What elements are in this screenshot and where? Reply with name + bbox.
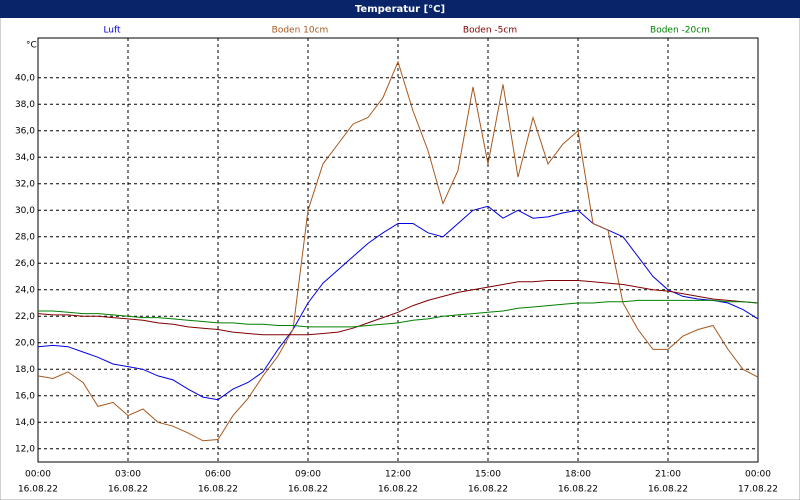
legend-label: Boden -5cm: [463, 26, 517, 36]
x-tick-label: 18:00: [565, 470, 591, 480]
y-tick-label: 20,0: [15, 338, 35, 348]
title-bar: [0, 0, 800, 18]
y-tick-label: 18,0: [15, 365, 35, 375]
y-tick-label: 38,0: [15, 100, 35, 110]
x-tick-date: 16.08.22: [648, 485, 688, 495]
y-tick-label: 24,0: [15, 285, 35, 295]
x-tick-date: 16.08.22: [288, 485, 328, 495]
x-tick-date: 16.08.22: [558, 485, 598, 495]
chart-title: Temperatur [°C]: [355, 4, 445, 15]
y-tick-label: 40,0: [15, 73, 35, 83]
x-tick-label: 06:00: [205, 470, 231, 480]
x-tick-date: 16.08.22: [108, 485, 148, 495]
x-tick-label: 21:00: [655, 470, 681, 480]
x-tick-date: 16.08.22: [378, 485, 418, 495]
x-tick-date: 16.08.22: [18, 485, 58, 495]
series-line: [37, 280, 759, 336]
y-tick-label: 32,0: [15, 179, 35, 189]
y-tick-label: 28,0: [15, 232, 35, 242]
y-tick-label: 36,0: [15, 126, 35, 136]
x-tick-label: 03:00: [115, 470, 141, 480]
x-tick-date: 16.08.22: [468, 485, 508, 495]
series-line: [37, 205, 759, 401]
y-tick-label: 30,0: [15, 206, 35, 216]
x-tick-label: 12:00: [385, 470, 411, 480]
y-tick-label: 16,0: [15, 391, 35, 401]
y-tick-label: 12,0: [15, 444, 35, 454]
x-tick-label: 00:00: [745, 470, 771, 480]
y-tick-label: 14,0: [15, 418, 35, 428]
x-tick-date: 16.08.22: [198, 485, 238, 495]
y-unit: °C: [26, 41, 37, 51]
x-tick-date: 17.08.22: [738, 485, 778, 495]
legend-label: Boden -20cm: [650, 26, 710, 36]
x-tick-label: 15:00: [475, 470, 501, 480]
x-tick-label: 00:00: [25, 470, 51, 480]
legend-label: Luft: [103, 26, 121, 36]
series-line: [37, 60, 759, 442]
y-tick-label: 34,0: [15, 153, 35, 163]
y-tick-label: 26,0: [15, 259, 35, 269]
y-tick-label: 22,0: [15, 312, 35, 322]
plot-frame: [37, 37, 759, 463]
series-line: [38, 299, 759, 328]
x-tick-label: 09:00: [295, 470, 321, 480]
legend-label: Boden 10cm: [272, 26, 329, 36]
